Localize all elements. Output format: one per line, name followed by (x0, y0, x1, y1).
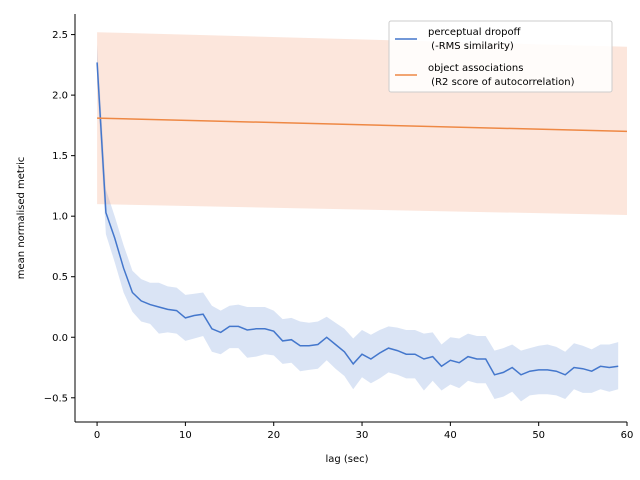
legend-label-2: (R2 score of autocorrelation) (428, 77, 575, 88)
legend-label-1: (-RMS similarity) (428, 41, 514, 52)
x-tick-label: 10 (179, 430, 192, 441)
y-tick-label: 2.0 (52, 91, 68, 102)
axes (74, 14, 627, 423)
y-tick-label: 0.5 (52, 272, 68, 283)
x-tick-label: 60 (621, 430, 634, 441)
y-tick-label: 2.5 (52, 30, 68, 41)
y-ticks: −0.5 0.0 0.5 1.0 1.5 2.0 2.5 (44, 30, 75, 404)
legend-label-2: object associations (428, 63, 523, 74)
x-ticks: 0 10 20 30 40 50 60 (94, 422, 633, 441)
legend-frame (388, 20, 613, 93)
series-lines (96, 62, 628, 376)
series-2-line (97, 117, 628, 133)
x-tick-label: 0 (94, 430, 100, 441)
x-axis-label: lag (sec) (325, 454, 368, 465)
legend-label-1: perceptual dropoff (428, 27, 522, 38)
y-tick-label: 1.5 (52, 151, 68, 162)
y-axis-label: mean normalised metric (16, 157, 27, 279)
series-1-line (96, 62, 619, 376)
legend: perceptual dropoff (-RMS similarity) obje… (388, 20, 613, 93)
series-1-confidence-band (97, 44, 619, 402)
x-tick-label: 40 (444, 430, 457, 441)
x-tick-label: 30 (356, 430, 369, 441)
y-tick-label: −0.5 (44, 393, 68, 404)
y-tick-label: 0.0 (52, 333, 68, 344)
y-tick-label: 1.0 (52, 212, 68, 223)
x-tick-label: 50 (532, 430, 545, 441)
x-tick-label: 20 (267, 430, 280, 441)
